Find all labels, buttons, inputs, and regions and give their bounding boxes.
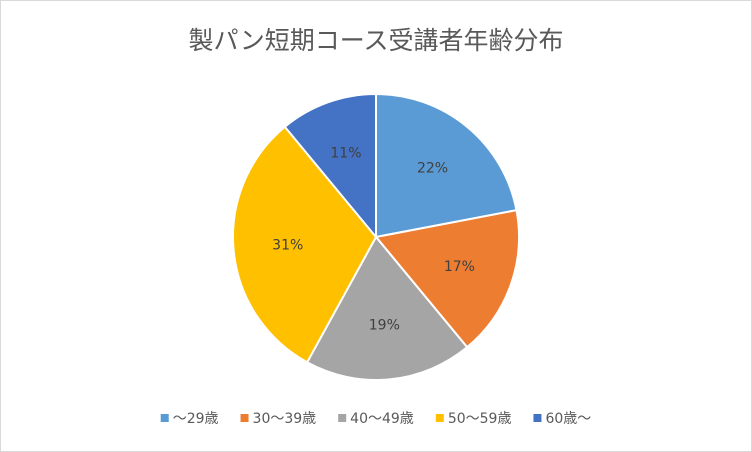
- legend-marker: [435, 414, 444, 422]
- legend-label: ～29歳: [173, 411, 219, 427]
- data-label: 17%: [444, 259, 475, 275]
- legend-marker: [240, 414, 249, 422]
- legend-marker: [160, 414, 169, 422]
- pie-slice: [283, 92, 377, 240]
- legend-marker: [533, 414, 542, 422]
- data-label: 11%: [330, 146, 361, 162]
- data-label: 31%: [272, 237, 303, 253]
- legend-label: 40～49歳: [350, 411, 414, 427]
- data-label: 19%: [369, 317, 400, 333]
- legend-label: 30～39歳: [253, 411, 317, 427]
- pie-slice: [305, 235, 469, 381]
- legend-marker: [338, 414, 347, 422]
- chart-title: 製パン短期コース受講者年齢分布: [188, 26, 563, 55]
- legend-label: 50～59歳: [448, 411, 512, 427]
- data-label: 22%: [417, 161, 448, 177]
- pie-slice: [374, 209, 520, 349]
- pie-slice: [232, 125, 378, 364]
- pie-slice: [375, 92, 518, 239]
- legend-label: 60歳～: [545, 411, 591, 427]
